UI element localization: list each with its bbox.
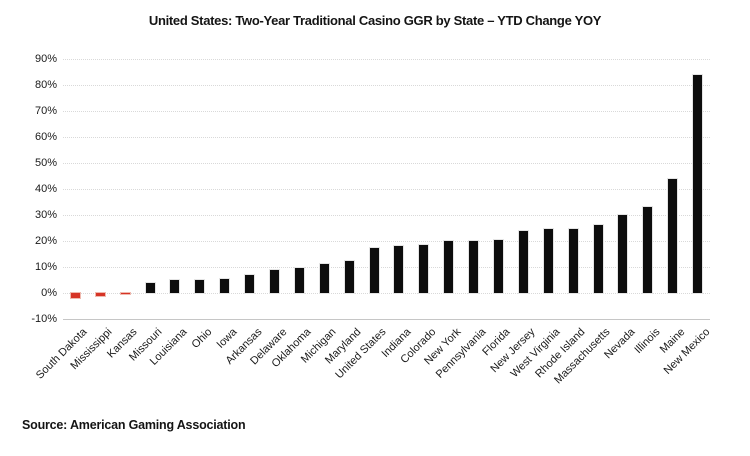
bar-rhode-island xyxy=(568,229,578,293)
bar-ohio xyxy=(195,280,205,293)
bar-illinois xyxy=(643,207,653,293)
gridline xyxy=(63,137,710,138)
bar-new-jersey xyxy=(518,230,528,293)
bar-arkansas xyxy=(245,274,255,293)
bar-iowa xyxy=(220,278,230,293)
gridline xyxy=(63,59,710,60)
bar-oklahoma xyxy=(294,268,304,293)
gridline xyxy=(63,319,710,320)
bar-indiana xyxy=(394,246,404,293)
y-axis-tick-label: 90% xyxy=(34,53,57,65)
bar-maine xyxy=(668,178,678,293)
gridline xyxy=(63,215,710,216)
bar-maryland xyxy=(344,260,354,293)
bar-west-virginia xyxy=(543,229,553,293)
source-caption: Source: American Gaming Association xyxy=(22,418,246,432)
bar-mississippi xyxy=(95,293,105,296)
bar-nevada xyxy=(618,215,628,293)
bar-delaware xyxy=(270,269,280,293)
bar-new-york xyxy=(444,241,454,293)
y-axis-tick-label: 50% xyxy=(34,157,57,169)
chart-title: United States: Two-Year Traditional Casi… xyxy=(148,13,602,28)
bar-massachusetts xyxy=(593,225,603,293)
y-axis-tick-label: 0% xyxy=(41,287,57,299)
bar-kansas xyxy=(120,293,130,294)
gridline xyxy=(63,85,710,86)
gridline xyxy=(63,189,710,190)
bar-michigan xyxy=(319,264,329,293)
gridline xyxy=(63,111,710,112)
bar-louisiana xyxy=(170,280,180,293)
bar-florida xyxy=(493,239,503,293)
bar-pennsylvania xyxy=(469,241,479,293)
bar-missouri xyxy=(145,282,155,293)
gridline xyxy=(63,163,710,164)
y-axis-tick-label: 70% xyxy=(34,105,57,117)
bar-united-states xyxy=(369,247,379,293)
gridline xyxy=(63,293,710,294)
bar-south-dakota xyxy=(70,293,80,299)
y-axis-tick-label: 40% xyxy=(34,183,57,195)
bar-colorado xyxy=(419,244,429,293)
y-axis-tick-label: 20% xyxy=(34,235,57,247)
y-axis-tick-label: 80% xyxy=(34,79,57,91)
bar-new-mexico xyxy=(693,74,703,293)
y-axis-tick-label: -10% xyxy=(31,313,57,325)
y-axis-tick-label: 10% xyxy=(34,261,57,273)
y-axis-tick-label: 30% xyxy=(34,209,57,221)
gridline xyxy=(63,267,710,268)
gridline xyxy=(63,241,710,242)
y-axis-tick-label: 60% xyxy=(34,131,57,143)
